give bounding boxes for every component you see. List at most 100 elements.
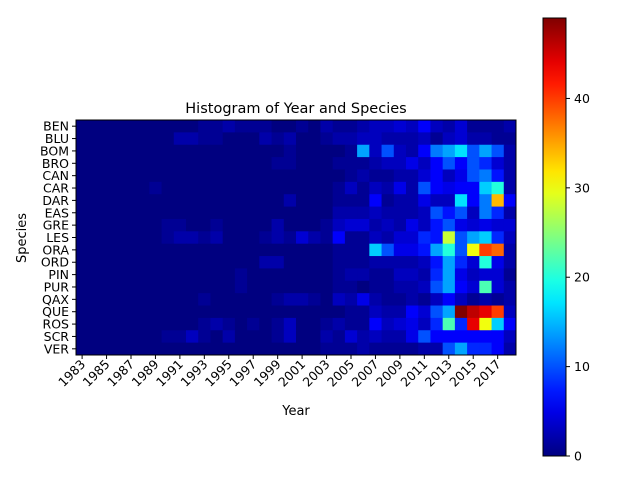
- heatmap-cell: [173, 144, 187, 158]
- heatmap-cell: [369, 280, 383, 294]
- heatmap-cell: [283, 268, 297, 282]
- heatmap-cell: [100, 144, 114, 158]
- heatmap-cell: [137, 268, 150, 282]
- heatmap-cell: [357, 293, 370, 307]
- heatmap-cell: [381, 280, 395, 294]
- heatmap-cell: [418, 256, 431, 269]
- heatmap-cell: [442, 256, 456, 269]
- heatmap-cell: [88, 293, 101, 307]
- heatmap-cell: [76, 157, 89, 170]
- heatmap-cell: [186, 268, 199, 282]
- heatmap-cell: [76, 293, 89, 307]
- heatmap-cell: [100, 305, 114, 319]
- heatmap-cell: [198, 120, 211, 133]
- heatmap-cell: [76, 181, 89, 195]
- heatmap-cell: [344, 169, 358, 183]
- heatmap-cell: [418, 280, 431, 294]
- heatmap-cell: [442, 330, 456, 344]
- heatmap-cell: [124, 218, 138, 232]
- heatmap-cell: [454, 231, 468, 245]
- heatmap-cell: [198, 218, 211, 232]
- heatmap-cell: [332, 206, 346, 220]
- heatmap-cell: [247, 218, 260, 232]
- heatmap-cell: [332, 169, 346, 183]
- heatmap-cell: [259, 218, 273, 232]
- heatmap-cell: [320, 157, 334, 170]
- heatmap-cell: [76, 132, 89, 146]
- heatmap-cell: [173, 157, 187, 170]
- heatmap-cell: [296, 231, 309, 245]
- heatmap-cell: [430, 330, 444, 344]
- heatmap-cell: [479, 181, 493, 195]
- heatmap-cell: [222, 243, 236, 257]
- heatmap-cell: [198, 293, 211, 307]
- heatmap-cell: [283, 157, 297, 170]
- heatmap-cell: [161, 342, 175, 356]
- x-tick-label: 2013: [422, 357, 455, 390]
- heatmap-cell: [296, 317, 309, 331]
- heatmap-cell: [222, 132, 236, 146]
- heatmap-cell: [418, 144, 431, 158]
- heatmap-cell: [100, 342, 114, 356]
- heatmap-cell: [369, 342, 383, 356]
- heatmap-cell: [100, 317, 114, 331]
- heatmap-cell: [332, 243, 346, 257]
- heatmap-cell: [442, 280, 456, 294]
- heatmap-cell: [296, 157, 309, 170]
- heatmap-cell: [491, 256, 505, 269]
- heatmap-cell: [308, 132, 321, 146]
- heatmap-cell: [271, 280, 285, 294]
- heatmap-cell: [320, 293, 334, 307]
- heatmap-cell: [234, 120, 248, 133]
- heatmap-cell: [369, 132, 383, 146]
- heatmap-cell: [344, 218, 358, 232]
- heatmap-cell: [296, 169, 309, 183]
- heatmap-cell: [88, 231, 101, 245]
- heatmap-cell: [112, 305, 126, 319]
- heatmap-cell: [100, 243, 114, 257]
- heatmap-cell: [210, 157, 224, 170]
- heatmap-cell: [296, 330, 309, 344]
- heatmap-cell: [442, 120, 456, 133]
- heatmap-cell: [332, 144, 346, 158]
- heatmap-cell: [88, 330, 101, 344]
- heatmap-cell: [369, 243, 383, 257]
- heatmap-cell: [198, 157, 211, 170]
- heatmap-cell: [186, 330, 199, 344]
- heatmap-cell: [454, 305, 468, 319]
- heatmap-cell: [454, 342, 468, 356]
- heatmap-cell: [430, 157, 444, 170]
- heatmap-cell: [222, 169, 236, 183]
- heatmap-cell: [149, 231, 163, 245]
- heatmap-cell: [332, 132, 346, 146]
- heatmap-cell: [283, 169, 297, 183]
- heatmap-cell: [454, 132, 468, 146]
- heatmap-cell: [357, 231, 370, 245]
- heatmap-cell: [161, 268, 175, 282]
- heatmap-cell: [149, 317, 163, 331]
- heatmap-cell: [124, 280, 138, 294]
- heatmap-cell: [259, 157, 273, 170]
- heatmap-cell: [234, 293, 248, 307]
- heatmap-cell: [161, 144, 175, 158]
- y-tick-label: QUE: [42, 304, 69, 319]
- heatmap-cell: [186, 181, 199, 195]
- heatmap-cell: [149, 181, 163, 195]
- heatmap-cell: [124, 181, 138, 195]
- heatmap-cell: [210, 317, 224, 331]
- colorbar-tick-label: 0: [574, 449, 582, 464]
- heatmap-cell: [234, 342, 248, 356]
- heatmap-cell: [186, 194, 199, 208]
- heatmap-cell: [369, 144, 383, 158]
- heatmap-cell: [112, 218, 126, 232]
- heatmap-cell: [259, 194, 273, 208]
- heatmap-cell: [149, 206, 163, 220]
- y-tick-label: GRE: [43, 218, 69, 233]
- heatmap-cell: [186, 243, 199, 257]
- heatmap-cell: [76, 280, 89, 294]
- heatmap-cell: [76, 256, 89, 269]
- heatmap-cell: [393, 243, 407, 257]
- heatmap-cell: [161, 120, 175, 133]
- heatmap-cell: [418, 132, 431, 146]
- heatmap-cell: [491, 169, 505, 183]
